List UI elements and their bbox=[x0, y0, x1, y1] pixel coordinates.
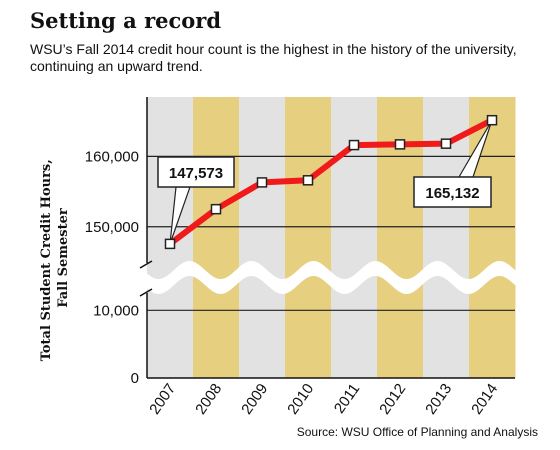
data-point bbox=[256, 177, 268, 188]
callouts: 147,573 165,132 bbox=[157, 119, 493, 245]
axes bbox=[139, 97, 515, 379]
data-point bbox=[164, 238, 176, 250]
data-point bbox=[210, 203, 222, 215]
callout: 165,132 bbox=[413, 119, 493, 208]
y-axis-label-line-1: Total Student Credit Hours, bbox=[39, 159, 54, 361]
series-line-path bbox=[168, 117, 494, 247]
x-tick-label: 2008 bbox=[192, 381, 225, 418]
data-label: 165,132 bbox=[425, 185, 479, 202]
x-tick-label: 2012 bbox=[376, 381, 409, 418]
chart-title: Setting a record bbox=[30, 8, 222, 33]
chart-subtitle: WSU’s Fall 2014 credit hour count is the… bbox=[30, 41, 517, 74]
data-label: 147,573 bbox=[169, 165, 223, 182]
background-band bbox=[239, 97, 286, 378]
data-point bbox=[486, 114, 498, 126]
x-tick-labels: 2007 2008 2009 2010 2011 2012 2013 2014 bbox=[146, 381, 501, 418]
y-tick-label: 150,000 bbox=[85, 219, 139, 236]
data-point bbox=[440, 138, 452, 149]
data-point bbox=[302, 175, 314, 186]
y-axis-label: Total Student Credit Hours, Fall Semeste… bbox=[39, 155, 71, 362]
data-point bbox=[394, 139, 406, 150]
series-line bbox=[168, 117, 494, 247]
y-tick-label: 10,000 bbox=[93, 302, 139, 319]
x-tick-label: 2010 bbox=[284, 381, 317, 418]
background-band bbox=[331, 97, 378, 378]
y-tick-label: 0 bbox=[131, 370, 139, 387]
y-tick-labels: 150,000 160,000 0 10,000 bbox=[85, 148, 139, 387]
x-tick-label: 2011 bbox=[331, 381, 363, 417]
background-band bbox=[193, 97, 240, 378]
callout: 147,573 bbox=[157, 156, 235, 245]
callout-box bbox=[157, 156, 235, 188]
y-tick-label: 160,000 bbox=[85, 148, 139, 165]
source-note: Source: WSU Office of Planning and Analy… bbox=[296, 425, 538, 439]
axis-break-band bbox=[143, 261, 519, 294]
x-tick-label: 2007 bbox=[146, 381, 179, 418]
axis-break-mark bbox=[139, 288, 153, 297]
background-band bbox=[469, 97, 516, 378]
axis-break bbox=[143, 261, 519, 294]
x-tick-label: 2013 bbox=[422, 381, 455, 418]
data-point bbox=[348, 139, 360, 151]
axis-break-mark bbox=[139, 260, 153, 269]
y-axis-label-line-2: Fall Semester bbox=[56, 208, 71, 308]
data-markers bbox=[164, 114, 498, 250]
background-band bbox=[285, 97, 332, 378]
callout-box bbox=[413, 176, 492, 208]
x-tick-label: 2009 bbox=[238, 381, 271, 418]
x-tick-label: 2014 bbox=[468, 381, 501, 418]
